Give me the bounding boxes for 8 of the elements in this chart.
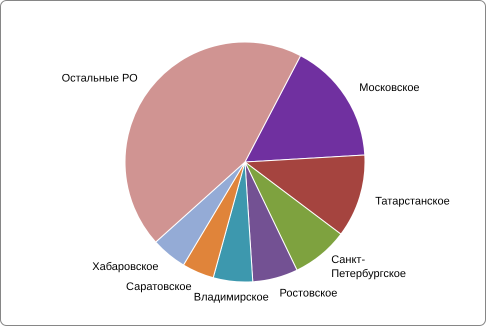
slice-label: Владимирское (194, 291, 269, 304)
slice-label: Саратовское (126, 281, 192, 293)
slice-label: Московское (359, 82, 420, 94)
slice-label: Хабаровское (92, 260, 159, 273)
slice-label: Санкт-Петербургское (331, 254, 406, 280)
slice-label: Остальные РО (62, 72, 138, 84)
slice-label: Ростовское (280, 287, 338, 300)
slice-label: Татарстанское (375, 195, 450, 208)
